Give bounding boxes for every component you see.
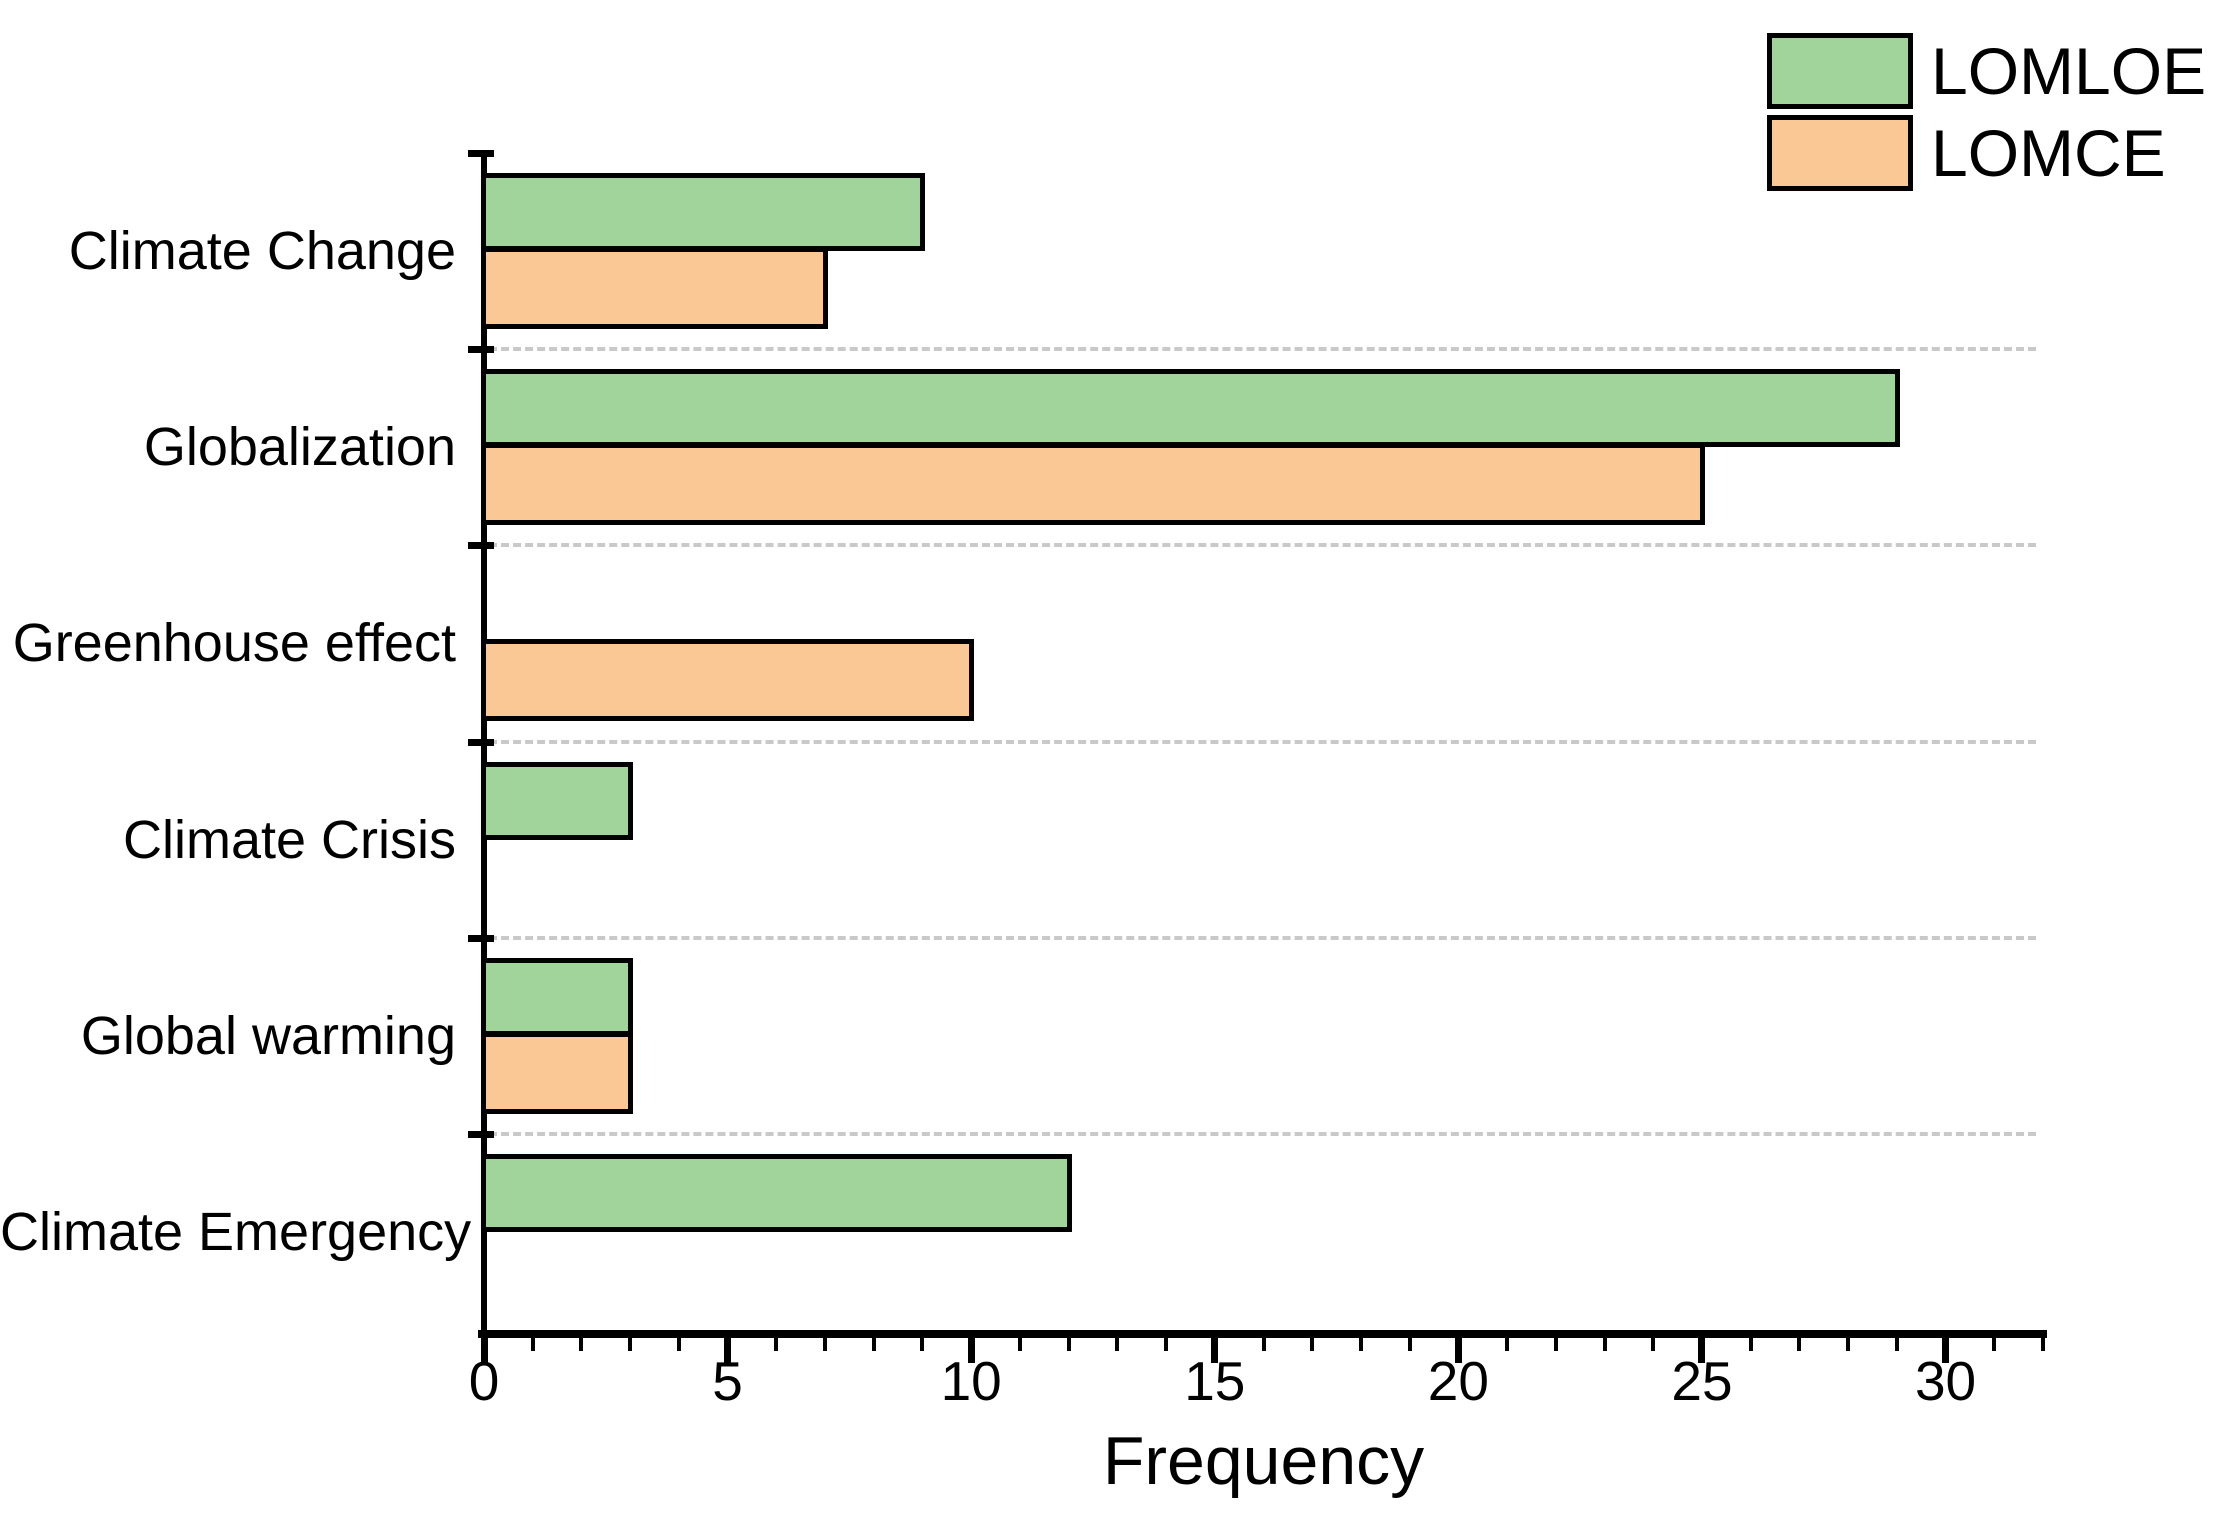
x-tick-minor — [2041, 1336, 2045, 1351]
x-tick-minor — [676, 1336, 681, 1351]
x-tick-label: 0 — [468, 1350, 500, 1412]
x-tick-minor — [1066, 1336, 1071, 1351]
x-tick-minor — [1992, 1336, 1997, 1351]
legend-swatch-lomce — [1767, 115, 1913, 191]
x-tick-minor — [774, 1336, 779, 1351]
y-tick — [468, 934, 494, 942]
x-tick-minor — [920, 1336, 925, 1351]
legend-label-lomce: LOMCE — [1931, 116, 2166, 190]
bar-lomloe — [481, 173, 926, 252]
bar-lomce — [481, 639, 975, 722]
x-tick-label: 30 — [1914, 1350, 1977, 1412]
x-tick-minor — [1017, 1336, 1022, 1351]
gridline — [489, 347, 2036, 352]
x-tick-major — [1942, 1336, 1950, 1363]
bar-lomce — [481, 1031, 634, 1114]
y-tick — [468, 346, 494, 354]
x-tick-minor — [823, 1336, 828, 1351]
gridline — [489, 935, 2036, 940]
x-tick-label: 5 — [712, 1350, 743, 1412]
bar-lomloe — [481, 369, 1900, 448]
x-tick-label: 10 — [940, 1350, 1002, 1412]
y-tick — [468, 150, 494, 157]
x-tick-minor — [1261, 1336, 1266, 1351]
category-label: Global warming — [80, 1005, 456, 1066]
y-tick — [468, 1130, 494, 1138]
x-tick-label: 25 — [1671, 1350, 1733, 1412]
x-tick-major — [967, 1336, 975, 1363]
category-label: Greenhouse effect — [12, 613, 456, 674]
x-tick-minor — [1407, 1336, 1412, 1351]
x-tick-minor — [1797, 1336, 1802, 1351]
category-label: Climate Change — [68, 221, 456, 282]
x-tick-major — [1211, 1336, 1219, 1363]
category-label: Globalization — [143, 417, 456, 478]
x-tick-minor — [1505, 1336, 1510, 1351]
x-tick-minor — [1894, 1336, 1899, 1351]
x-tick-major — [1454, 1336, 1462, 1363]
x-tick-minor — [871, 1336, 876, 1351]
x-tick-minor — [1358, 1336, 1363, 1351]
x-tick-minor — [1602, 1336, 1607, 1351]
x-tick-minor — [1115, 1336, 1120, 1351]
y-axis-line — [481, 153, 487, 1338]
legend-swatch-lomloe — [1767, 33, 1913, 109]
x-tick-minor — [1164, 1336, 1169, 1351]
bar-lomce — [481, 247, 829, 330]
x-tick-minor — [1310, 1336, 1315, 1351]
x-tick-minor — [1846, 1336, 1851, 1351]
x-tick-minor — [1553, 1336, 1558, 1351]
x-tick-minor — [1651, 1336, 1656, 1351]
x-axis-title: Frequency — [1102, 1423, 1425, 1499]
gridline — [489, 543, 2036, 548]
x-tick-minor — [579, 1336, 584, 1351]
bar-lomce — [481, 443, 1705, 526]
bar-lomloe — [481, 761, 634, 840]
x-tick-major — [480, 1336, 488, 1363]
category-label: Climate Crisis — [122, 809, 456, 870]
y-tick — [468, 542, 494, 550]
x-tick-major — [1698, 1336, 1706, 1363]
gridline — [489, 739, 2036, 744]
gridline — [489, 1131, 2036, 1136]
bar-lomloe — [481, 957, 634, 1036]
x-tick-minor — [1748, 1336, 1753, 1351]
x-tick-label: 15 — [1184, 1350, 1246, 1412]
category-label: Climate Emergency — [0, 1201, 472, 1262]
x-tick-label: 20 — [1427, 1350, 1489, 1412]
y-tick — [468, 738, 494, 746]
bar-lomloe — [481, 1153, 1072, 1232]
x-axis-line — [478, 1330, 2047, 1338]
legend-label-lomloe: LOMLOE — [1931, 34, 2207, 108]
x-tick-minor — [530, 1336, 535, 1351]
x-tick-major — [724, 1336, 732, 1363]
x-tick-minor — [628, 1336, 633, 1351]
